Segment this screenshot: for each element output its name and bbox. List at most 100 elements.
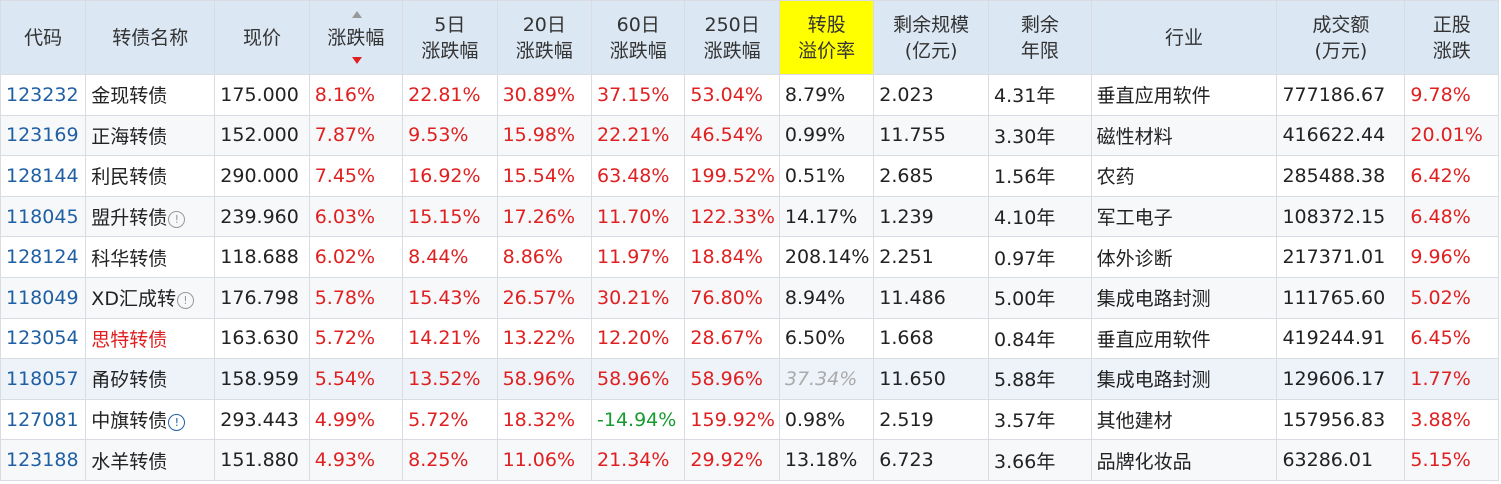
bond-name-link[interactable]: 盟升转债! <box>85 195 216 238</box>
volume-cell: 108372.15 <box>1276 195 1406 238</box>
col-header-code[interactable]: 代码 <box>0 0 87 75</box>
change-20d-cell: 15.98% <box>496 114 593 157</box>
bond-name-link[interactable]: 甬矽转债 <box>85 358 216 400</box>
bond-name-link-text: 科华转债 <box>91 247 168 270</box>
scale-cell-text: 2.519 <box>879 408 934 431</box>
table-row[interactable]: 118057 甬矽转债 158.959 5.54% 13.52% 58.96% 58.96%… <box>0 358 1499 400</box>
col-header-stock-change[interactable]: 正股 涨跌 <box>1404 0 1499 75</box>
col-header-250d-line2: 涨跌幅 <box>703 39 761 62</box>
bond-name-link[interactable]: 科华转债 <box>85 236 216 278</box>
col-header-250d[interactable]: 250日 涨跌幅 <box>684 0 780 75</box>
premium-cell-text: 0.51% <box>784 164 846 187</box>
bond-name-link[interactable]: 思特转债 <box>85 317 216 360</box>
change-20d-cell-text: 8.86% <box>502 246 563 269</box>
change-5d-cell-text: 15.43% <box>408 286 481 309</box>
bond-name-link[interactable]: 中旗转债! <box>85 398 216 441</box>
volume-cell: 217371.01 <box>1276 236 1406 278</box>
change-60d-cell: 12.20% <box>590 317 686 360</box>
col-header-60d[interactable]: 60日 涨跌幅 <box>590 0 686 75</box>
stock-change-cell-text: 9.96% <box>1410 246 1471 269</box>
volume-cell-text: 111765.60 <box>1282 286 1386 309</box>
info-icon[interactable]: ! <box>176 292 194 310</box>
bond-code-link[interactable]: 128144 <box>0 155 87 197</box>
bond-code-link[interactable]: 123188 <box>0 439 87 481</box>
bond-code-link-text: 118057 <box>6 367 79 390</box>
bond-code-link[interactable]: 118045 <box>0 195 87 238</box>
table-row[interactable]: 128144 利民转债 290.000 7.45% 16.92% 15.54% 63.48%… <box>0 155 1499 197</box>
bond-name-link[interactable]: 金现转债 <box>85 74 216 116</box>
stock-change-cell-text: 20.01% <box>1410 124 1483 147</box>
bond-name-link-text: 甬矽转债 <box>91 369 168 392</box>
bond-code-link[interactable]: 127081 <box>0 398 87 441</box>
col-header-scale[interactable]: 剩余规模 (亿元) <box>873 0 990 75</box>
change-250d-cell-text: 29.92% <box>690 449 763 472</box>
years-cell: 5.88年 <box>988 358 1092 400</box>
scale-cell: 6.723 <box>873 439 990 481</box>
change-20d-cell-text: 15.54% <box>502 164 576 187</box>
change-cell: 5.78% <box>308 276 404 319</box>
change-5d-cell: 13.52% <box>402 358 498 400</box>
change-60d-cell: -14.94% <box>590 398 686 441</box>
premium-cell-text: 8.94% <box>784 286 846 309</box>
table-row[interactable]: 123232 金现转债 175.000 8.16% 22.81% 30.89% 37.15%… <box>0 74 1499 116</box>
stock-change-cell: 9.96% <box>1404 236 1499 278</box>
bond-code-link-text: 123054 <box>6 327 79 350</box>
info-icon[interactable]: ! <box>168 211 186 229</box>
col-header-stock-line2: 涨跌 <box>1432 39 1471 62</box>
table-row[interactable]: 127081 中旗转债! 293.443 4.99% 5.72% 18.32% -14.94… <box>0 398 1499 441</box>
industry-cell-text: 品牌化妆品 <box>1096 450 1192 473</box>
scale-cell: 2.519 <box>873 398 990 441</box>
table-row[interactable]: 123054 思特转债 163.630 5.72% 14.21% 13.22% 12.20%… <box>0 317 1499 360</box>
col-header-5d[interactable]: 5日 涨跌幅 <box>402 0 498 75</box>
stock-change-cell-text: 1.77% <box>1410 367 1471 390</box>
bond-code-link[interactable]: 128124 <box>0 236 87 278</box>
change-5d-cell: 9.53% <box>402 114 498 157</box>
bond-code-link[interactable]: 118057 <box>0 358 87 400</box>
bond-code-link[interactable]: 118049 <box>0 276 87 319</box>
col-header-industry-label: 行业 <box>1165 26 1204 49</box>
price-cell: 152.000 <box>214 114 310 157</box>
bond-name-link[interactable]: 正海转债 <box>85 114 216 157</box>
premium-cell: 6.50% <box>778 317 875 360</box>
years-cell-text: 4.10年 <box>994 207 1056 230</box>
change-5d-cell: 8.25% <box>402 439 498 481</box>
col-header-years[interactable]: 剩余 年限 <box>988 0 1092 75</box>
premium-cell: 13.18% <box>778 439 875 481</box>
col-header-industry[interactable]: 行业 <box>1090 0 1278 75</box>
price-cell: 151.880 <box>214 439 310 481</box>
premium-cell-text: 8.79% <box>784 83 846 106</box>
col-header-change[interactable]: 涨跌幅 <box>308 0 404 75</box>
table-row[interactable]: 128124 科华转债 118.688 6.02% 8.44% 8.86% 11.97% 18… <box>0 236 1499 278</box>
table-row[interactable]: 118045 盟升转债! 239.960 6.03% 15.15% 17.26% 11.70… <box>0 195 1499 238</box>
info-icon[interactable]: ! <box>168 414 186 432</box>
col-header-price[interactable]: 现价 <box>214 0 310 75</box>
change-20d-cell-text: 15.98% <box>502 124 576 147</box>
bond-name-link[interactable]: 水羊转债 <box>85 439 216 481</box>
price-cell-text: 152.000 <box>220 124 299 147</box>
change-250d-cell-text: 28.67% <box>690 327 763 350</box>
volume-cell-text: 63286.01 <box>1282 449 1374 472</box>
table-row[interactable]: 118049 XD汇成转! 176.798 5.78% 15.43% 26.57% 30.2… <box>0 276 1499 319</box>
col-header-20d[interactable]: 20日 涨跌幅 <box>496 0 593 75</box>
change-60d-cell: 37.15% <box>590 74 686 116</box>
bond-code-link[interactable]: 123169 <box>0 114 87 157</box>
years-cell: 0.84年 <box>988 317 1092 360</box>
change-250d-cell: 28.67% <box>684 317 780 360</box>
bond-code-link[interactable]: 123232 <box>0 74 87 116</box>
scale-cell-text: 11.650 <box>879 367 946 390</box>
col-header-premium[interactable]: 转股 溢价率 <box>778 0 875 75</box>
bond-code-link[interactable]: 123054 <box>0 317 87 360</box>
change-cell: 7.87% <box>308 114 404 157</box>
industry-cell: 垂直应用软件 <box>1090 74 1278 116</box>
table-row[interactable]: 123169 正海转债 152.000 7.87% 9.53% 15.98% 22.21% 4… <box>0 114 1499 157</box>
volume-cell-text: 157956.83 <box>1282 408 1386 431</box>
table-row[interactable]: 123188 水羊转债 151.880 4.93% 8.25% 11.06% 21.34% 2… <box>0 439 1499 481</box>
price-cell-text: 176.798 <box>220 286 299 309</box>
price-cell: 163.630 <box>214 317 310 360</box>
col-header-volume[interactable]: 成交额 (万元) <box>1276 0 1406 75</box>
industry-cell-text: 集成电路封测 <box>1096 288 1211 311</box>
bond-name-link[interactable]: XD汇成转! <box>85 276 216 319</box>
years-cell: 3.57年 <box>988 398 1092 441</box>
bond-name-link[interactable]: 利民转债 <box>85 155 216 197</box>
col-header-name[interactable]: 转债名称 <box>85 0 216 75</box>
